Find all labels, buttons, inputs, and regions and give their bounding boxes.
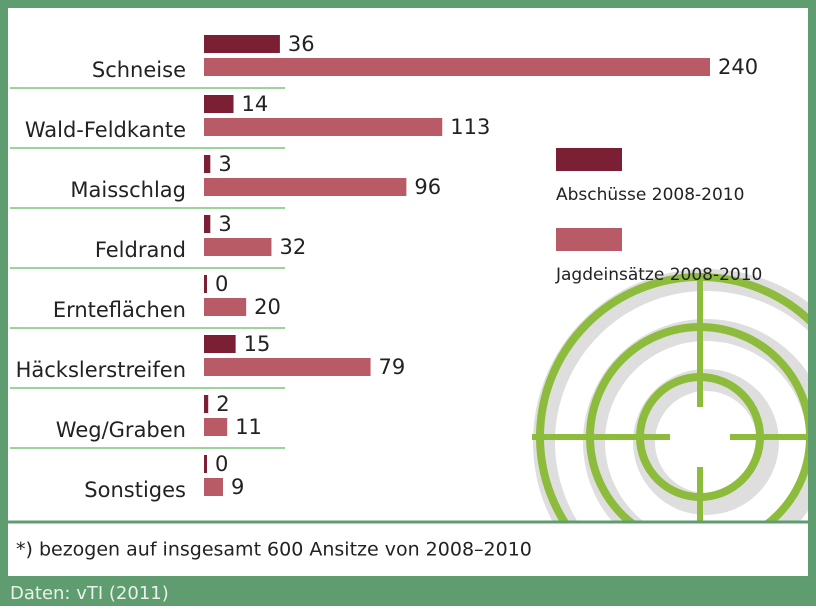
category-label: Ernteflächen bbox=[53, 298, 186, 322]
value-label: 3 bbox=[218, 152, 231, 176]
value-label: 96 bbox=[414, 175, 441, 199]
value-label: 2 bbox=[216, 392, 229, 416]
footnote: *) bezogen auf insgesamt 600 Ansitze von… bbox=[16, 539, 532, 561]
category-label: Wald-Feldkante bbox=[25, 118, 186, 142]
bar bbox=[204, 275, 207, 293]
source: Daten: vTI (2011) bbox=[10, 583, 169, 604]
category-label: Weg/Graben bbox=[56, 418, 186, 442]
value-label: 36 bbox=[288, 32, 315, 56]
category-label: Feldrand bbox=[95, 238, 186, 262]
bar bbox=[204, 95, 234, 113]
bar bbox=[204, 418, 227, 436]
bar bbox=[204, 215, 210, 233]
category-label: Sonstiges bbox=[84, 478, 186, 502]
value-label: 3 bbox=[218, 212, 231, 236]
bar bbox=[204, 335, 236, 353]
value-label: 32 bbox=[279, 235, 306, 259]
category-label: Schneise bbox=[92, 58, 186, 82]
bar bbox=[204, 35, 280, 53]
category-label: Häckslerstreifen bbox=[16, 358, 186, 382]
bar bbox=[204, 238, 271, 256]
value-label: 9 bbox=[231, 475, 244, 499]
bar bbox=[204, 455, 207, 473]
bar bbox=[204, 155, 210, 173]
value-label: 113 bbox=[450, 115, 490, 139]
bar bbox=[204, 118, 442, 136]
value-label: 0 bbox=[215, 452, 228, 476]
value-label: 14 bbox=[242, 92, 269, 116]
legend-label: Abschüsse 2008-2010 bbox=[556, 185, 744, 205]
value-label: 11 bbox=[235, 415, 262, 439]
bar bbox=[204, 358, 371, 376]
value-label: 240 bbox=[718, 55, 758, 79]
legend-swatch bbox=[556, 228, 622, 251]
bar bbox=[204, 395, 208, 413]
value-label: 15 bbox=[244, 332, 271, 356]
value-label: 0 bbox=[215, 272, 228, 296]
legend-swatch bbox=[556, 148, 622, 171]
legend-label: Jagdeinsätze 2008-2010 bbox=[555, 265, 762, 285]
bar bbox=[204, 178, 406, 196]
bar bbox=[204, 298, 246, 316]
chart: *) bezogen auf insgesamt 600 Ansitze von… bbox=[0, 0, 816, 606]
value-label: 20 bbox=[254, 295, 281, 319]
value-label: 79 bbox=[379, 355, 406, 379]
bar bbox=[204, 478, 223, 496]
category-label: Maisschlag bbox=[70, 178, 186, 202]
bar bbox=[204, 58, 710, 76]
